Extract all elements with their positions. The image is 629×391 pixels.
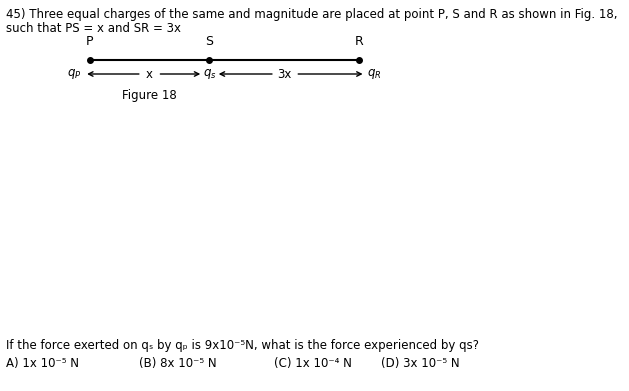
Text: 3x: 3x bbox=[277, 68, 291, 81]
Text: $q_s$: $q_s$ bbox=[203, 67, 216, 81]
Text: (C) 1x 10⁻⁴ N: (C) 1x 10⁻⁴ N bbox=[274, 357, 352, 370]
Text: S: S bbox=[206, 35, 213, 48]
Text: (B) 8x 10⁻⁵ N: (B) 8x 10⁻⁵ N bbox=[139, 357, 216, 370]
Text: such that PS = x and SR = 3x: such that PS = x and SR = 3x bbox=[6, 22, 181, 35]
Text: $q_P$: $q_P$ bbox=[67, 67, 82, 81]
Text: $q_R$: $q_R$ bbox=[367, 67, 381, 81]
Text: P: P bbox=[86, 35, 94, 48]
Text: 45) Three equal charges of the same and magnitude are placed at point P, S and R: 45) Three equal charges of the same and … bbox=[6, 8, 618, 21]
Text: (D) 3x 10⁻⁵ N: (D) 3x 10⁻⁵ N bbox=[381, 357, 459, 370]
Text: R: R bbox=[355, 35, 364, 48]
Text: If the force exerted on qₛ by qₚ is 9x10⁻⁵N, what is the force experienced by qs: If the force exerted on qₛ by qₚ is 9x10… bbox=[6, 339, 479, 352]
Text: A) 1x 10⁻⁵ N: A) 1x 10⁻⁵ N bbox=[6, 357, 79, 370]
Text: x: x bbox=[146, 68, 153, 81]
Text: Figure 18: Figure 18 bbox=[122, 89, 177, 102]
